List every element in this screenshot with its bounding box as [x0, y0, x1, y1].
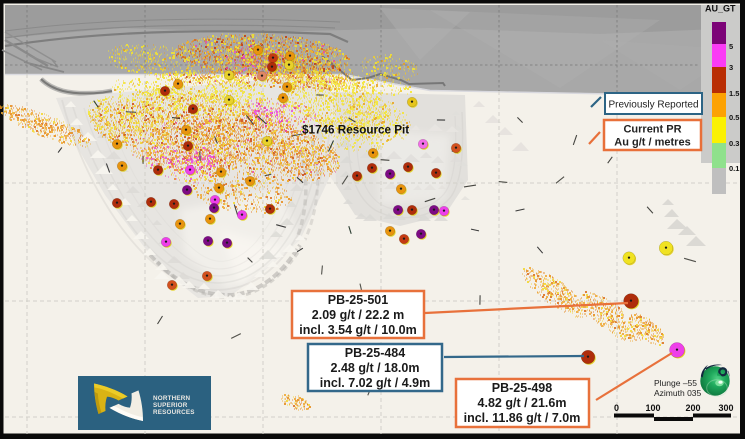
svg-text:$1746 Resource Pit: $1746 Resource Pit: [302, 124, 409, 137]
svg-text:PB-25-484: PB-25-484: [345, 346, 405, 360]
svg-text:0.3: 0.3: [729, 139, 739, 148]
svg-text:300: 300: [718, 403, 733, 413]
svg-text:Previously Reported: Previously Reported: [608, 100, 698, 111]
svg-text:0.5: 0.5: [729, 113, 739, 122]
svg-text:2.48 g/t / 18.0m: 2.48 g/t / 18.0m: [331, 361, 420, 375]
svg-text:0.1: 0.1: [729, 164, 739, 173]
svg-text:3: 3: [729, 63, 733, 72]
svg-text:Current PR: Current PR: [623, 124, 681, 136]
svg-text:Au g/t / metres: Au g/t / metres: [614, 137, 690, 149]
svg-text:incl. 7.02 g/t / 4.9m: incl. 7.02 g/t / 4.9m: [320, 376, 430, 390]
svg-text:Plunge –55: Plunge –55: [654, 378, 697, 388]
svg-text:5: 5: [729, 42, 733, 51]
svg-text:PB-25-501: PB-25-501: [328, 293, 388, 307]
svg-text:4.82 g/t / 21.6m: 4.82 g/t / 21.6m: [478, 396, 567, 410]
svg-text:RESOURCES: RESOURCES: [153, 409, 195, 416]
svg-text:200: 200: [685, 403, 700, 413]
svg-text:AU_GT: AU_GT: [705, 4, 736, 14]
svg-text:SUPERIOR: SUPERIOR: [153, 402, 188, 409]
svg-text:1.5: 1.5: [729, 89, 739, 98]
svg-text:incl. 11.86 g/t / 7.0m: incl. 11.86 g/t / 7.0m: [464, 411, 581, 425]
svg-text:incl. 3.54 g/t / 10.0m: incl. 3.54 g/t / 10.0m: [299, 323, 416, 337]
svg-text:0: 0: [614, 403, 619, 413]
svg-text:Azimuth 035: Azimuth 035: [654, 388, 702, 398]
svg-text:PB-25-498: PB-25-498: [492, 381, 552, 395]
svg-text:2.09 g/t / 22.2 m: 2.09 g/t / 22.2 m: [312, 308, 404, 322]
svg-text:100: 100: [645, 403, 660, 413]
svg-text:NORTHERN: NORTHERN: [153, 395, 191, 402]
